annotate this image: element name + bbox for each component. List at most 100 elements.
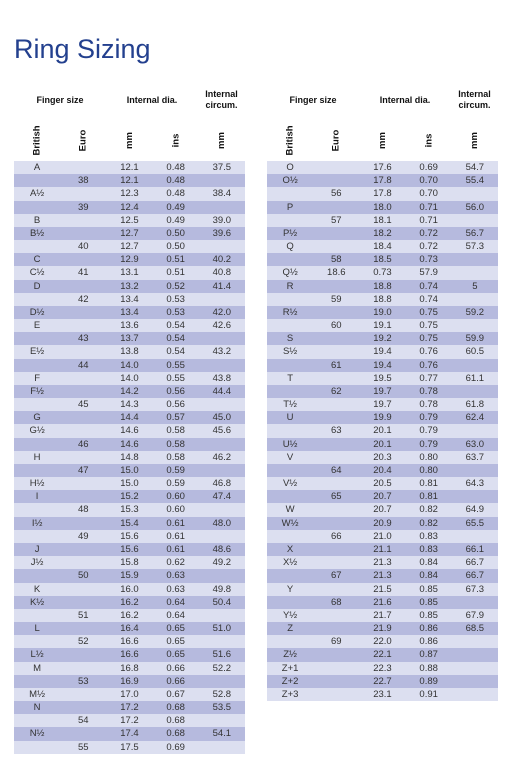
- table-row: U 19.9 0.79 62.4: [267, 411, 498, 425]
- table-cell: 41.4: [212, 280, 232, 292]
- table-cell: [199, 174, 245, 187]
- table-cell: 58: [330, 254, 342, 266]
- column-group-header: Internal circum.: [458, 89, 491, 110]
- table-cell: A½: [29, 188, 45, 200]
- table-cell: O½: [282, 175, 298, 187]
- table-cell: 14.2: [120, 385, 139, 397]
- table-cell: 20.7: [373, 491, 392, 503]
- table-cell: 0.56: [166, 385, 185, 397]
- table-cell: 19.5: [373, 372, 392, 384]
- table-cell: 0.83: [419, 543, 438, 555]
- table-cell: 0.57: [166, 412, 185, 424]
- table-cell: [452, 253, 498, 266]
- table-cell: 0.49: [166, 214, 185, 226]
- table-cell: 0.81: [419, 491, 438, 503]
- table-cell: 0.69: [419, 162, 438, 173]
- table-cell: 12.1: [120, 162, 139, 173]
- table-cell: 0.60: [166, 491, 185, 503]
- table-cell: P½: [282, 227, 298, 239]
- table-cell: [14, 569, 60, 582]
- table-cell: [452, 424, 498, 437]
- table-cell: B½: [29, 227, 45, 239]
- subheader-label: Euro: [77, 129, 89, 152]
- column-group-header: Internal dia.: [126, 94, 178, 105]
- table-cell: 0.50: [166, 241, 185, 253]
- table-cell: 0.64: [166, 609, 185, 621]
- table-cell: 21.7: [373, 609, 392, 621]
- table-cell: 15.9: [120, 570, 139, 582]
- table-cell: [267, 359, 313, 372]
- table-cell: [313, 201, 359, 214]
- table-cell: 0.72: [419, 241, 438, 253]
- table-cell: 20.1: [373, 438, 392, 450]
- table-cell: [452, 490, 498, 503]
- table-row: H½ 15.0 0.59 46.8: [14, 477, 245, 491]
- table-row: 39 12.4 0.49: [14, 200, 245, 214]
- table-cell: Y: [286, 583, 294, 595]
- subheader-cell: Euro: [60, 120, 106, 161]
- table-cell: 14.6: [120, 425, 139, 437]
- table-cell: N: [33, 702, 41, 714]
- table-cell: [60, 727, 106, 740]
- table-row: 56 17.8 0.70: [267, 187, 498, 201]
- table-cell: 0.73: [373, 267, 392, 279]
- table-cell: 41: [77, 267, 89, 279]
- table-cell: 0.48: [166, 162, 185, 173]
- table-cell: 60.5: [465, 346, 485, 358]
- subheader-label: British: [31, 125, 43, 156]
- table-cell: T½: [283, 399, 297, 411]
- table-cell: 68: [330, 596, 342, 608]
- table-cell: [313, 662, 359, 675]
- table-cell: [313, 648, 359, 661]
- table-cell: 15.2: [120, 491, 139, 503]
- table-cell: [60, 662, 106, 675]
- sizing-table: Finger size Internal dia. Internal circum.…: [267, 80, 498, 702]
- table-cell: 16.8: [120, 662, 139, 674]
- table-cell: 13.8: [120, 346, 139, 358]
- table-row: Q½ 18.6 0.73 57.9: [267, 266, 498, 280]
- table-cell: Q½: [282, 267, 298, 279]
- table-row: H 14.8 0.58 46.2: [14, 450, 245, 464]
- table-cell: [313, 174, 359, 187]
- table-row: W 20.7 0.82 64.9: [267, 503, 498, 517]
- table-cell: [313, 556, 359, 569]
- table-cell: 14.0: [120, 359, 139, 371]
- table-cell: 13.2: [120, 280, 139, 292]
- table-cell: I: [35, 491, 39, 503]
- table-cell: C½: [29, 267, 45, 279]
- table-cell: K: [33, 583, 41, 595]
- table-cell: 47.4: [212, 491, 232, 503]
- table-row: R½ 19.0 0.75 59.2: [267, 305, 498, 320]
- table-cell: [14, 675, 60, 688]
- table-cell: [452, 187, 498, 200]
- table-cell: 12.7: [120, 227, 139, 239]
- table-cell: 16.2: [120, 596, 139, 608]
- table-cell: 66.7: [465, 557, 485, 569]
- table-cell: 49.8: [212, 583, 232, 595]
- table-cell: 67.9: [465, 609, 485, 621]
- table-cell: Y½: [282, 609, 298, 621]
- table-cell: 15.3: [120, 504, 139, 516]
- table-row: 60 19.1 0.75: [267, 319, 498, 333]
- table-row: 62 19.7 0.78: [267, 384, 498, 399]
- table-cell: 20.1: [373, 425, 392, 437]
- table-cell: 0.78: [419, 385, 438, 397]
- table-cell: L½: [30, 649, 44, 661]
- table-cell: [313, 688, 359, 701]
- table-cell: [452, 464, 498, 477]
- table-cell: X½: [282, 557, 298, 569]
- table-cell: [452, 648, 498, 661]
- table-cell: 19.0: [373, 306, 392, 318]
- table-cell: 0.85: [419, 583, 438, 595]
- table-cell: 14.0: [120, 372, 139, 384]
- title: Ring Sizing: [14, 34, 151, 64]
- table-cell: [267, 464, 313, 477]
- table-cell: 57.3: [465, 241, 485, 253]
- table-cell: 21.3: [373, 557, 392, 569]
- table-cell: U: [286, 412, 294, 424]
- table-cell: 17.4: [120, 728, 139, 740]
- table-cell: 0.63: [166, 583, 185, 595]
- table-cell: [267, 319, 313, 332]
- table-cell: 0.61: [166, 543, 185, 555]
- table-cell: [267, 635, 313, 648]
